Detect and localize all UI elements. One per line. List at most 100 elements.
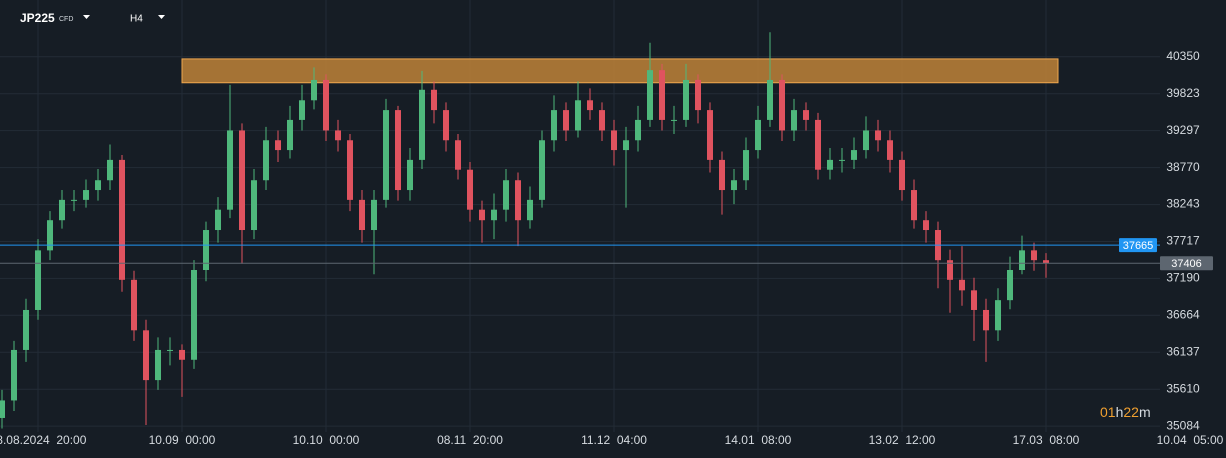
y-tick-label: 39297 xyxy=(1166,123,1200,137)
candle-body xyxy=(0,400,5,418)
candle-body xyxy=(251,180,257,231)
candle-body xyxy=(443,110,449,141)
candle-body xyxy=(983,309,989,331)
price-badge-label: 37665 xyxy=(1123,240,1154,252)
candle-body xyxy=(767,79,773,120)
y-tick-label: 38770 xyxy=(1166,160,1200,174)
x-tick-label: 10.04 05:00 xyxy=(1157,433,1224,447)
candle-body xyxy=(1019,250,1025,270)
candle-body xyxy=(299,100,305,120)
candle-body xyxy=(1031,250,1037,261)
x-tick-label: 10.09 00:00 xyxy=(149,433,216,447)
candle-body xyxy=(851,150,857,160)
y-tick-label: 39823 xyxy=(1166,86,1200,100)
candle-body xyxy=(707,110,713,160)
candle-body xyxy=(215,209,221,231)
candle-body xyxy=(167,349,173,351)
candle-body xyxy=(107,159,113,181)
price-badge xyxy=(1160,256,1213,271)
candle-body xyxy=(119,159,125,280)
candle-body xyxy=(731,180,737,191)
candle-body xyxy=(491,209,497,221)
x-tick-label: 17.03 08:00 xyxy=(1013,433,1080,447)
candle-body xyxy=(275,140,281,151)
candle-body xyxy=(971,290,977,310)
y-tick-label: 37190 xyxy=(1166,271,1200,285)
candle-body xyxy=(11,349,17,401)
candle-body xyxy=(347,140,353,200)
candle-body xyxy=(911,190,917,221)
candle-body xyxy=(839,159,845,161)
candle-body xyxy=(395,110,401,191)
candle-body xyxy=(83,190,89,200)
symbol-tag: CFD xyxy=(59,16,73,23)
candle-body xyxy=(287,119,293,151)
x-tick-label: 08.11 20:00 xyxy=(437,433,503,447)
candle-body xyxy=(683,79,689,120)
countdown: 01h22m xyxy=(1100,404,1151,420)
candle-body xyxy=(503,180,509,210)
timeframe-dropdown[interactable] xyxy=(158,15,165,19)
candle-body xyxy=(887,140,893,160)
resistance-zone xyxy=(181,58,1059,84)
candle-body xyxy=(599,110,605,131)
y-tick-label: 40350 xyxy=(1166,49,1200,63)
symbol-dropdown[interactable] xyxy=(83,15,90,19)
candle-body xyxy=(863,130,869,151)
x-tick-label: 08.08.2024 20:00 xyxy=(0,433,87,447)
candle-body xyxy=(647,70,653,120)
candle-body xyxy=(875,130,881,141)
y-tick-label: 35084 xyxy=(1166,418,1200,432)
candle-body xyxy=(563,110,569,131)
candle-body xyxy=(23,309,29,350)
countdown-part: 01 xyxy=(1100,404,1116,420)
candle-body xyxy=(803,110,809,120)
price-badge-label: 37406 xyxy=(1171,258,1202,270)
candle-body xyxy=(623,140,629,151)
candle-body xyxy=(575,100,581,131)
candle-body xyxy=(695,79,701,111)
candle-body xyxy=(515,180,521,221)
candle-body xyxy=(1043,260,1049,264)
candle-body xyxy=(263,140,269,181)
y-tick-label: 38243 xyxy=(1166,197,1200,211)
candle-body xyxy=(407,159,413,191)
candle-body xyxy=(899,159,905,191)
candle-body xyxy=(539,140,545,200)
candle-body xyxy=(719,159,725,191)
candle-body xyxy=(551,110,557,141)
y-tick-label: 36664 xyxy=(1166,307,1200,321)
candle-body xyxy=(467,169,473,210)
x-tick-label: 14.01 08:00 xyxy=(725,433,792,447)
candle-body xyxy=(743,150,749,181)
candle-body xyxy=(179,349,185,360)
candle-body xyxy=(659,70,665,120)
candle-body xyxy=(923,220,929,231)
candle-body xyxy=(947,260,953,280)
countdown-part: m xyxy=(1139,404,1151,420)
candle-body xyxy=(359,199,365,231)
symbol[interactable]: JP225 xyxy=(20,11,55,25)
candle-body xyxy=(155,349,161,381)
x-tick-label: 11.12 04:00 xyxy=(581,433,647,447)
timeframe[interactable]: H4 xyxy=(130,14,143,25)
candle-body xyxy=(203,230,209,270)
candle-body xyxy=(671,119,677,121)
candle-body xyxy=(791,110,797,131)
candle-body xyxy=(95,180,101,191)
candle-body xyxy=(755,119,761,151)
candle-body xyxy=(143,330,149,381)
candle-body xyxy=(131,279,137,331)
candle-body xyxy=(431,89,437,111)
candle-body xyxy=(335,130,341,141)
candle-body xyxy=(323,79,329,131)
candle-body xyxy=(779,79,785,131)
candle-body xyxy=(71,199,77,201)
candle-body xyxy=(311,79,317,101)
price-badge xyxy=(1119,238,1157,253)
candle-body xyxy=(419,89,425,160)
candle-body xyxy=(959,279,965,291)
candle-body xyxy=(587,100,593,111)
